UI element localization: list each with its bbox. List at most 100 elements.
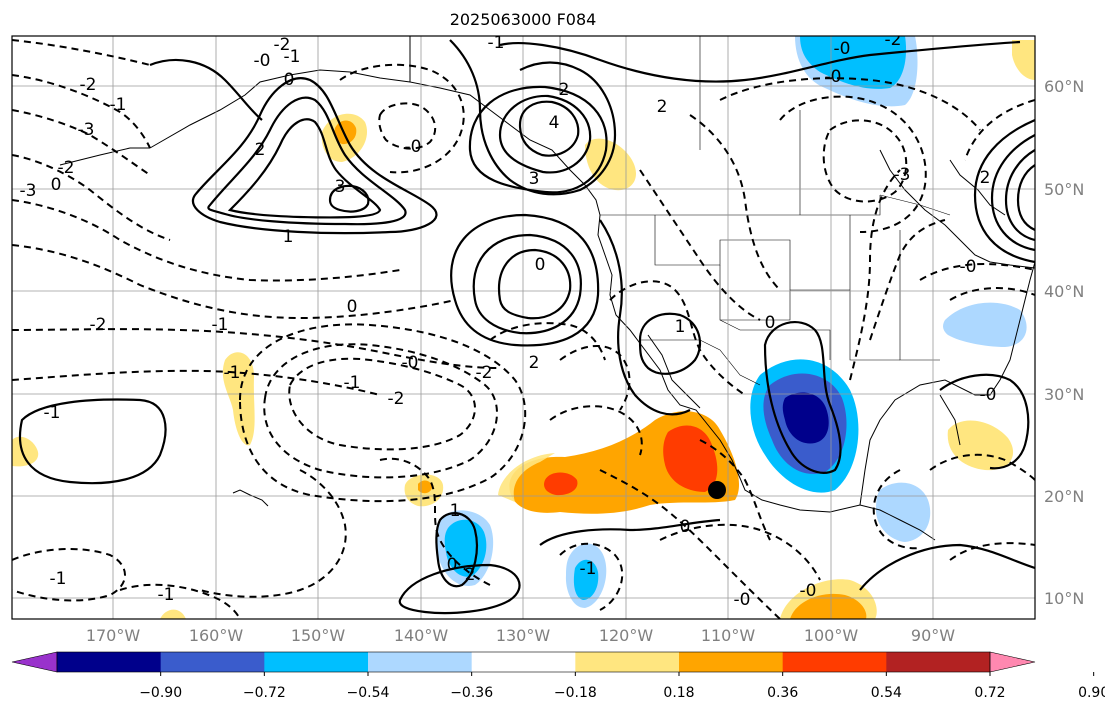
map-panel: -2 -1 -0 0 -2 -3 -2 -1 2 -3 -0 3 1 2 4 3…: [12, 30, 1035, 619]
contour-label: 1: [450, 501, 461, 521]
contour-label: 0: [447, 555, 458, 575]
contour-label: -0: [405, 137, 422, 157]
negative-anomaly-region: [800, 36, 907, 89]
colorbar-segment: [368, 652, 473, 672]
strong-negative-anomaly-region: [782, 392, 829, 444]
lon-label: 160°W: [189, 626, 244, 645]
contour-label: -2: [476, 363, 493, 383]
contour-label: -1: [224, 363, 241, 383]
lon-label: 90°W: [911, 626, 955, 645]
positive-anomaly-region: [498, 453, 555, 502]
lat-label: 20°N: [1044, 487, 1084, 506]
strong-positive-anomaly-region: [544, 472, 578, 496]
contour-label: -1: [284, 47, 301, 67]
colorbar-tick-label: 0.72: [974, 685, 1005, 701]
contour-label: -2: [90, 315, 107, 335]
coastlines: [59, 36, 1035, 541]
lat-label: 50°N: [1044, 180, 1084, 199]
colorbar-tick-label: −0.72: [243, 685, 286, 701]
positive-anomaly-region: [12, 436, 39, 467]
colorbar-tick-label: 0.54: [871, 685, 902, 701]
contour-label: 3: [335, 177, 346, 197]
contour-label: -1: [158, 585, 175, 605]
shaded-anomaly-regions: [12, 36, 1035, 619]
colorbar-tick-label: −0.36: [450, 685, 493, 701]
location-marker: [708, 481, 726, 499]
colorbar-segment: [679, 652, 784, 672]
contour-label: -0: [402, 353, 419, 373]
contour-label: -0: [980, 385, 997, 405]
colorbar-segment: [57, 652, 162, 672]
contour-label: 0: [765, 313, 776, 333]
colorbar-segment: [264, 652, 369, 672]
colorbar-tick-label: −0.54: [347, 685, 390, 701]
political-borders: [559, 36, 951, 386]
positive-anomaly-region: [222, 352, 255, 446]
negative-anomaly-region: [573, 559, 599, 600]
colorbar-tick-label: 0.90: [1078, 685, 1105, 701]
contour-label: -0: [960, 257, 977, 277]
positive-anomaly-region: [418, 480, 432, 494]
lat-label: 40°N: [1044, 282, 1084, 301]
lon-label: 120°W: [599, 626, 654, 645]
colorbar-extend-min: [11, 651, 58, 673]
contour-label: -0: [254, 51, 271, 71]
contour-label: -2: [58, 158, 75, 178]
contour-label: 1: [283, 227, 294, 247]
contour-label: -3: [20, 181, 37, 201]
contour-label: 2: [980, 168, 991, 188]
lon-label: 150°W: [291, 626, 346, 645]
contour-label: -2: [80, 75, 97, 95]
colorbar-outline: [56, 651, 991, 673]
map-frame: [11, 35, 1036, 620]
contour-label: -1: [212, 315, 229, 335]
contour-label: 0: [284, 70, 295, 90]
colorbar: −0.90 −0.72 −0.54 −0.36 −0.18 0.18 0.36 0.54 0.7…: [11, 651, 1105, 701]
negative-contours: [12, 39, 1035, 619]
lon-label: 170°W: [86, 626, 141, 645]
colorbar-segment: [886, 652, 991, 672]
colorbar-extend-max: [989, 651, 1036, 673]
lat-label: 60°N: [1044, 77, 1084, 96]
latitude-labels: 60°N 50°N 40°N 30°N 20°N 10°N: [1044, 77, 1084, 608]
contour-label: 2: [465, 565, 476, 585]
contour-label: 0: [535, 255, 546, 275]
contour-label: -1: [580, 559, 597, 579]
contour-label: 0: [347, 297, 358, 317]
colorbar-ticks: −0.90 −0.72 −0.54 −0.36 −0.18 0.18 0.36 0.54 0.7…: [139, 672, 1105, 701]
longitude-labels: 170°W 160°W 150°W 140°W 130°W 120°W 110°…: [86, 626, 955, 645]
contour-label: -0: [834, 39, 851, 59]
colorbar-tick-label: −0.18: [554, 685, 597, 701]
lon-label: 110°W: [701, 626, 756, 645]
contour-label: 0: [51, 175, 62, 195]
colorbar-segments: [11, 651, 1036, 673]
contour-label: -3: [894, 165, 911, 185]
lon-label: 140°W: [394, 626, 449, 645]
colorbar-segment: [160, 652, 265, 672]
positive-anomaly-region: [1012, 40, 1035, 80]
contour-label: 3: [529, 169, 540, 189]
contour-labels: -2 -1 -0 0 -2 -3 -2 -1 2 -3 -0 3 1 2 4 3…: [20, 30, 997, 610]
lat-label: 30°N: [1044, 385, 1084, 404]
lon-label: 100°W: [804, 626, 859, 645]
colorbar-segment: [782, 652, 887, 672]
contour-label: -1: [44, 403, 61, 423]
contour-label: -1: [50, 569, 67, 589]
contour-label: -2: [885, 30, 902, 50]
contour-label: 2: [559, 80, 570, 100]
colorbar-segment: [575, 652, 680, 672]
colorbar-tick-label: −0.90: [139, 685, 182, 701]
positive-anomaly-region: [947, 420, 1014, 471]
colorbar-segment: [471, 652, 576, 672]
contour-label: -1: [488, 33, 505, 53]
contour-label: 4: [549, 113, 560, 133]
contour-label: 2: [255, 140, 266, 160]
contour-label: 0: [680, 517, 691, 537]
negative-anomaly-region: [876, 482, 931, 542]
positive-anomaly-region: [160, 609, 186, 619]
positive-anomaly-region: [790, 593, 867, 619]
contour-label: 1: [675, 317, 686, 337]
contour-label: -2: [388, 389, 405, 409]
lat-label: 10°N: [1044, 589, 1084, 608]
contour-label: 2: [529, 353, 540, 373]
